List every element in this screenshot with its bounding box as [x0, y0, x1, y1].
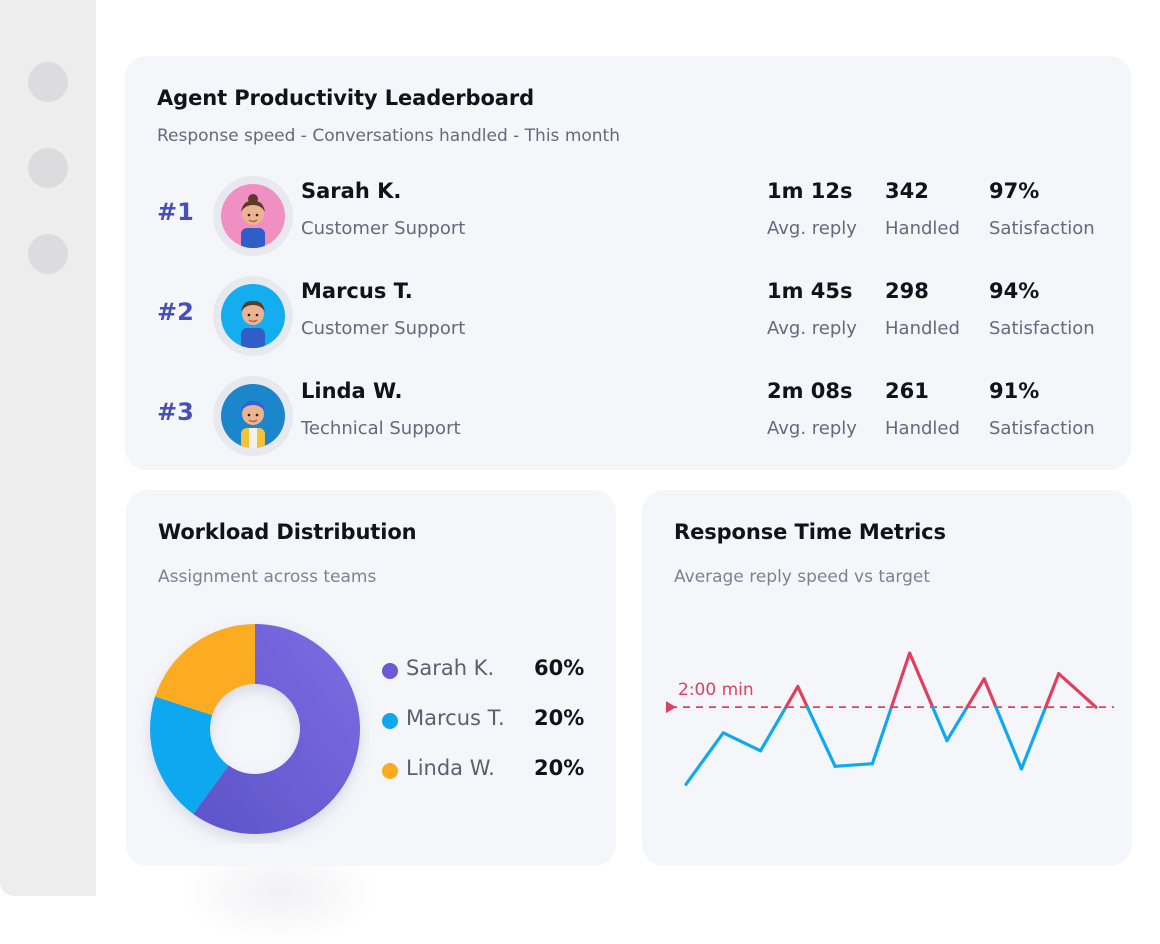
avatar: [213, 376, 293, 456]
response-title: Response Time Metrics: [674, 520, 946, 544]
legend-dot-icon: [382, 713, 398, 729]
stat-reply-value: 1m 45s: [767, 279, 853, 303]
stat-reply-label: Avg. reply: [767, 318, 857, 339]
avatar: [213, 176, 293, 256]
avatar-icon: [221, 184, 285, 248]
legend-value: 20%: [534, 756, 585, 780]
legend-item: Linda W. 20%: [382, 756, 602, 786]
donut-slice-sarah-k[interactable]: [193, 624, 360, 834]
leaderboard-card: Agent Productivity Leaderboard Response …: [125, 56, 1131, 470]
line-segment-below-target: [994, 705, 1024, 771]
avatar-icon: [221, 384, 285, 448]
stat-satisfaction-value: 94%: [989, 279, 1040, 303]
rank-badge: #1: [157, 198, 194, 226]
legend-label: Sarah K.: [406, 656, 495, 680]
rank-badge: #3: [157, 398, 194, 426]
sidebar-nav-item[interactable]: [28, 234, 68, 274]
stat-reply-value: 2m 08s: [767, 379, 853, 403]
workload-donut-chart: [150, 624, 360, 834]
target-marker-icon: [666, 701, 676, 714]
legend-label: Linda W.: [406, 756, 495, 780]
stat-handled-value: 261: [885, 379, 929, 403]
stat-satisfaction-label: Satisfaction: [989, 418, 1095, 439]
legend-dot-icon: [382, 663, 398, 679]
legend-item: Marcus T. 20%: [382, 706, 602, 736]
line-segment-below-target: [833, 762, 874, 768]
line-segment-below-target: [721, 731, 763, 753]
legend-dot-icon: [382, 763, 398, 779]
workload-card: Workload Distribution Assignment across …: [126, 490, 616, 866]
response-line-chart: 2:00 min: [666, 651, 1114, 786]
response-card: Response Time Metrics Average reply spee…: [642, 490, 1132, 866]
line-segment-above-target: [1057, 672, 1098, 709]
leaderboard-row[interactable]: #3 Linda W. Technical Support 2m 08s Avg. r…: [125, 376, 1131, 456]
line-segment-below-target: [945, 705, 969, 743]
legend-label: Marcus T.: [406, 706, 505, 730]
donut-slice-linda-w[interactable]: [155, 624, 255, 716]
line-segment-above-target: [965, 677, 986, 709]
line-segment-above-target: [796, 684, 810, 709]
avatar-icon: [221, 284, 285, 348]
stat-handled-label: Handled: [885, 418, 960, 439]
stat-reply-value: 1m 12s: [767, 179, 853, 203]
stat-satisfaction-value: 91%: [989, 379, 1040, 403]
agent-name[interactable]: Sarah K.: [301, 179, 402, 203]
response-subtitle: Average reply speed vs target: [674, 567, 931, 587]
line-segment-below-target: [931, 705, 949, 743]
donut-slice-marcus-t[interactable]: [150, 696, 229, 814]
rank-badge: #2: [157, 298, 194, 326]
workload-title: Workload Distribution: [158, 520, 417, 544]
stat-handled-label: Handled: [885, 318, 960, 339]
stat-handled-value: 298: [885, 279, 929, 303]
line-segment-above-target: [908, 651, 935, 709]
line-segment-below-target: [1019, 705, 1048, 771]
line-segment-above-target: [784, 684, 800, 709]
stat-satisfaction-label: Satisfaction: [989, 318, 1095, 339]
sidebar-nav-item[interactable]: [28, 148, 68, 188]
legend-value: 60%: [534, 656, 585, 680]
avatar: [213, 276, 293, 356]
agent-team: Customer Support: [301, 318, 466, 339]
stat-handled-label: Handled: [885, 218, 960, 239]
leaderboard-row[interactable]: #1 Sarah K. Customer Support 1m 12s Avg. re…: [125, 176, 1131, 256]
target-label: 2:00 min: [678, 680, 754, 700]
stat-satisfaction-label: Satisfaction: [989, 218, 1095, 239]
sidebar: [0, 0, 96, 896]
agent-team: Technical Support: [301, 418, 461, 439]
stat-reply-label: Avg. reply: [767, 418, 857, 439]
sidebar-nav-item[interactable]: [28, 62, 68, 102]
leaderboard-title: Agent Productivity Leaderboard: [157, 86, 535, 110]
line-segment-below-target: [870, 705, 894, 766]
line-segment-above-target: [1044, 672, 1061, 709]
stat-handled-value: 342: [885, 179, 929, 203]
legend-value: 20%: [534, 706, 585, 730]
leaderboard-subtitle: Response speed - Conversations handled -…: [157, 126, 620, 146]
agent-team: Customer Support: [301, 218, 466, 239]
workload-subtitle: Assignment across teams: [158, 567, 377, 587]
agent-name[interactable]: Linda W.: [301, 379, 403, 403]
line-segment-below-target: [758, 705, 788, 753]
line-segment-above-target: [889, 651, 912, 709]
line-segment-below-target: [805, 705, 837, 768]
line-segment-below-target: [684, 731, 725, 786]
legend-item: Sarah K. 60%: [382, 656, 602, 686]
stat-reply-label: Avg. reply: [767, 218, 857, 239]
line-segment-above-target: [982, 677, 998, 709]
agent-name[interactable]: Marcus T.: [301, 279, 413, 303]
leaderboard-row[interactable]: #2 Marcus T. Customer Support 1m 45s Avg. r…: [125, 276, 1131, 356]
stat-satisfaction-value: 97%: [989, 179, 1040, 203]
